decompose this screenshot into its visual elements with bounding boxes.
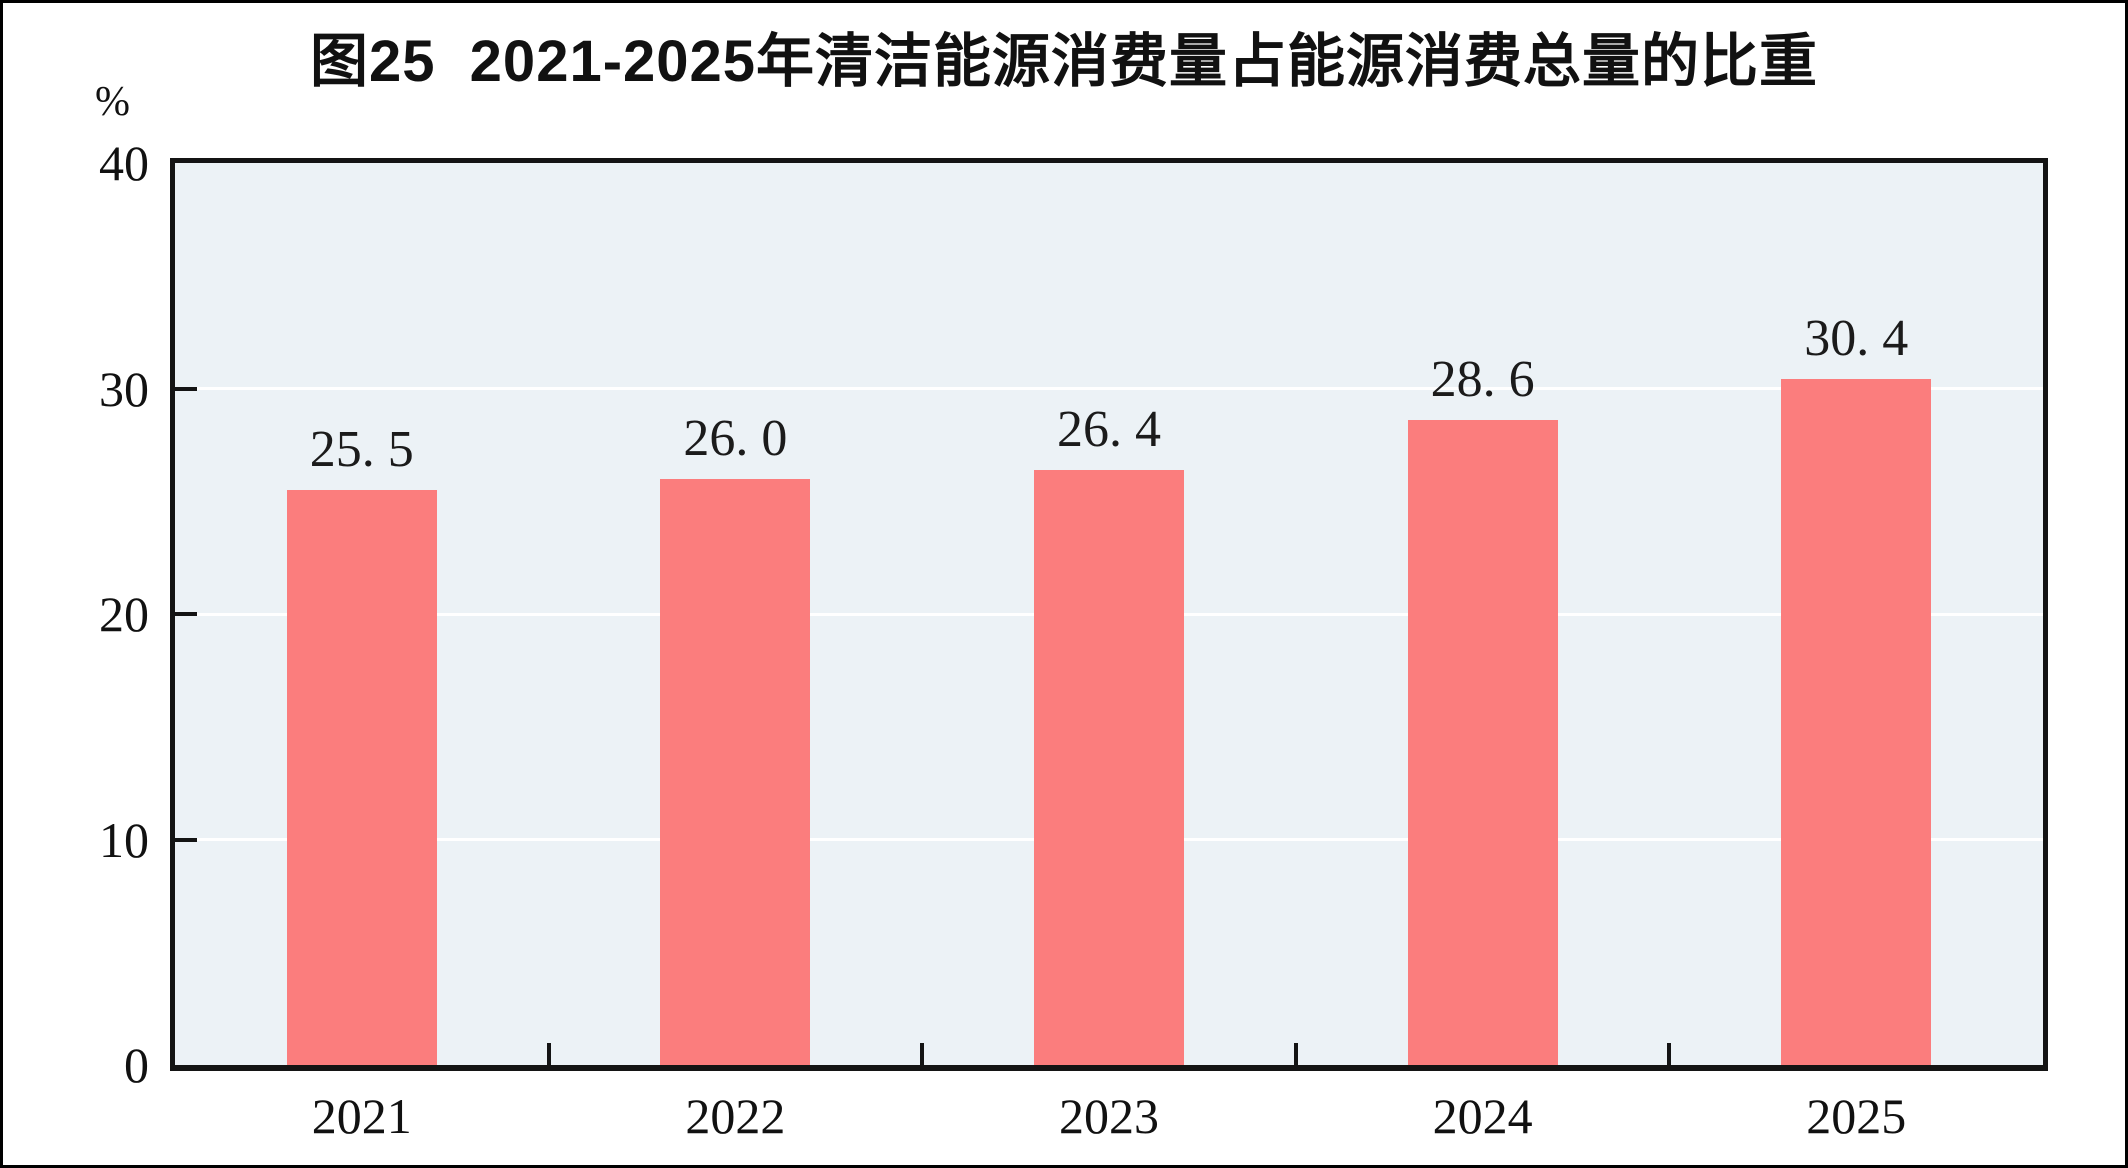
y-axis-label-20: 20 [99,586,149,642]
bar-2022 [660,478,811,1065]
y-axis-unit-label: % [95,79,130,125]
y-tick-10 [175,837,197,842]
bar-value-label-2022: 26. 0 [683,409,788,467]
x-axis-boundary-tick [1667,1043,1672,1065]
y-tick-20 [175,612,197,616]
x-axis-boundary-tick [920,1043,925,1065]
x-axis-boundary-tick [546,1043,551,1065]
x-axis-boundary-tick [1293,1043,1298,1065]
x-axis-label-2021: 2021 [311,1088,412,1144]
x-axis-label-2022: 2022 [685,1088,786,1144]
plot-area: 25. 5 26. 0 26. 4 28. 6 30. 4 [170,158,2048,1071]
x-axis-label-2025: 2025 [1806,1088,1907,1144]
bar-value-label-2023: 26. 4 [1057,400,1161,458]
y-axis-label-40: 40 [99,135,149,191]
y-axis-label-30: 30 [99,360,149,417]
gridline-30 [175,387,2043,390]
x-axis-label-2023: 2023 [1059,1088,1159,1144]
y-axis-label-0: 0 [124,1037,149,1093]
chart-title: 图25 2021-2025年清洁能源消费量占能源消费总量的比重 [309,29,1819,94]
bar-2021 [286,489,437,1065]
bar-value-label-2021: 25. 5 [309,420,414,478]
x-axis: 2021 2022 2023 2024 2025 [175,1089,2043,1155]
x-axis-label-2024: 2024 [1432,1088,1533,1144]
bar-2023 [1034,469,1184,1065]
y-tick-30 [175,386,197,391]
bar-2025 [1781,379,1932,1065]
y-axis: 0 10 20 30 40 [3,138,149,1090]
bar-value-label-2025: 30. 4 [1804,310,1909,368]
bar-2024 [1407,420,1558,1065]
bar-value-label-2024: 28. 6 [1430,350,1535,408]
y-axis-label-10: 10 [99,811,149,868]
